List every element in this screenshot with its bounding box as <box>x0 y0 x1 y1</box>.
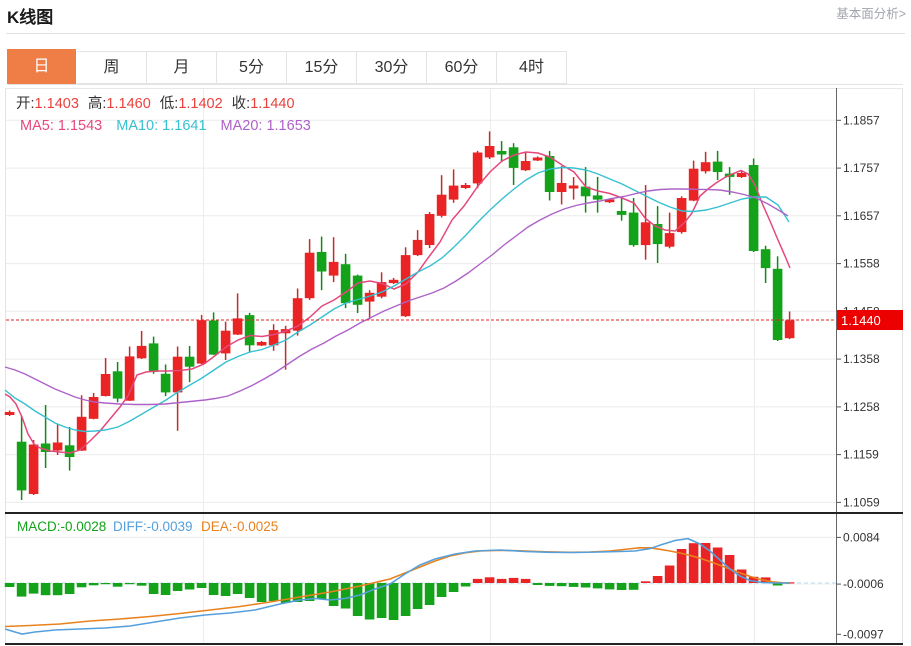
svg-text:1.1059: 1.1059 <box>843 495 880 509</box>
svg-text:-0.0006: -0.0006 <box>843 577 884 591</box>
svg-text:DIFF:-0.0039: DIFF:-0.0039 <box>113 519 193 534</box>
svg-text:1.1159: 1.1159 <box>843 448 879 462</box>
svg-text:1.1857: 1.1857 <box>843 113 880 127</box>
svg-text:1.1757: 1.1757 <box>843 161 880 175</box>
svg-text:1.1657: 1.1657 <box>843 209 880 223</box>
svg-text:1.1358: 1.1358 <box>843 352 880 366</box>
svg-text:1.1558: 1.1558 <box>843 257 880 271</box>
svg-text:1.1440: 1.1440 <box>841 313 881 328</box>
svg-text:0.0084: 0.0084 <box>843 530 880 544</box>
svg-text:DEA:-0.0025: DEA:-0.0025 <box>201 519 278 534</box>
svg-text:-0.0097: -0.0097 <box>843 627 884 641</box>
svg-text:1.1258: 1.1258 <box>843 400 880 414</box>
svg-text:MACD:-0.0028: MACD:-0.0028 <box>17 519 106 534</box>
